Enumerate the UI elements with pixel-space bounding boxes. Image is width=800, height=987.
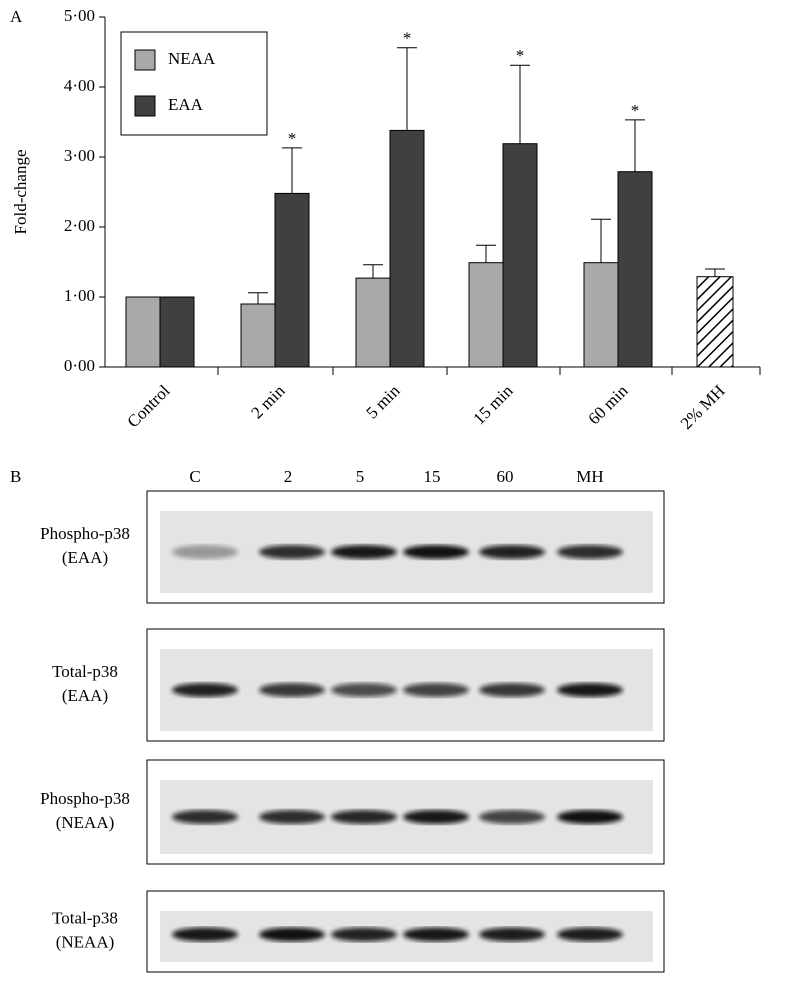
y-tick-label: 1·00	[64, 286, 95, 305]
blot-band	[557, 683, 623, 697]
bar	[159, 296, 195, 368]
row-label: Phospho-p38	[40, 524, 130, 543]
blot-band	[331, 545, 397, 559]
lane-label: 2	[284, 467, 293, 486]
blot-band	[259, 810, 325, 824]
error-bar	[625, 119, 645, 172]
bar	[617, 171, 653, 368]
error-bar	[476, 244, 496, 263]
bar	[240, 303, 276, 368]
error-bar	[705, 268, 725, 277]
legend-swatch	[134, 95, 156, 117]
panel-label: A	[10, 7, 23, 26]
blot-band	[331, 927, 397, 942]
error-bar	[591, 218, 611, 263]
blot-band	[479, 810, 545, 824]
y-tick-label: 4·00	[64, 76, 95, 95]
blot-band	[479, 683, 545, 697]
blot-band	[259, 683, 325, 697]
blot-band	[259, 545, 325, 559]
blot-band	[557, 545, 623, 559]
blot-band	[172, 927, 238, 942]
blot-band	[259, 927, 325, 942]
bar	[389, 129, 425, 368]
blot-band	[403, 927, 469, 942]
blot-band	[403, 545, 469, 559]
x-tick-label: 60 min	[584, 381, 632, 429]
significance-marker: *	[403, 29, 412, 48]
significance-marker: *	[288, 129, 297, 148]
error-bar	[510, 64, 530, 144]
blot-band	[557, 810, 623, 824]
row-label: Phospho-p38	[40, 789, 130, 808]
bar	[468, 262, 504, 368]
lane-label: 15	[424, 467, 441, 486]
legend-label: EAA	[168, 95, 204, 114]
panel-label: B	[10, 467, 21, 486]
lane-label: 60	[497, 467, 514, 486]
x-tick-label: 15 min	[469, 381, 517, 429]
lane-label: 5	[356, 467, 365, 486]
blot-band	[557, 927, 623, 942]
blot-band	[479, 545, 545, 559]
legend-label: NEAA	[168, 49, 216, 68]
error-bar	[363, 264, 383, 279]
y-tick-label: 2·00	[64, 216, 95, 235]
legend-swatch	[134, 49, 156, 71]
row-label: Total-p38	[52, 908, 118, 927]
lane-label: C	[189, 467, 200, 486]
bar	[502, 143, 538, 368]
row-label: (EAA)	[62, 548, 108, 567]
blot-band	[403, 810, 469, 824]
error-bar	[248, 292, 268, 304]
blot-band	[403, 683, 469, 697]
bar	[696, 276, 734, 368]
blot-band	[172, 810, 238, 824]
row-label: (NEAA)	[56, 932, 115, 951]
y-tick-label: 3·00	[64, 146, 95, 165]
significance-marker: *	[516, 46, 525, 65]
row-label: (EAA)	[62, 686, 108, 705]
lane-label: MH	[576, 467, 603, 486]
row-label: (NEAA)	[56, 813, 115, 832]
bar	[274, 192, 310, 368]
y-tick-label: 0·00	[64, 356, 95, 375]
significance-marker: *	[631, 101, 640, 120]
x-tick-label: 5 min	[362, 381, 404, 423]
x-tick-label: 2% MH	[677, 381, 729, 433]
blot-band	[172, 545, 238, 559]
row-label: Total-p38	[52, 662, 118, 681]
bar	[125, 296, 161, 368]
bar	[583, 262, 619, 368]
bar	[355, 277, 391, 368]
error-bar	[397, 47, 417, 131]
blot-band	[331, 683, 397, 697]
blot-band	[479, 927, 545, 942]
blot-band	[172, 683, 238, 697]
x-tick-label: Control	[123, 381, 173, 431]
y-tick-label: 5·00	[64, 6, 95, 25]
y-axis-label: Fold-change	[11, 150, 30, 235]
legend-box	[120, 31, 268, 136]
x-tick-label: 2 min	[247, 381, 289, 423]
error-bar	[282, 147, 302, 194]
blot-band	[331, 810, 397, 824]
